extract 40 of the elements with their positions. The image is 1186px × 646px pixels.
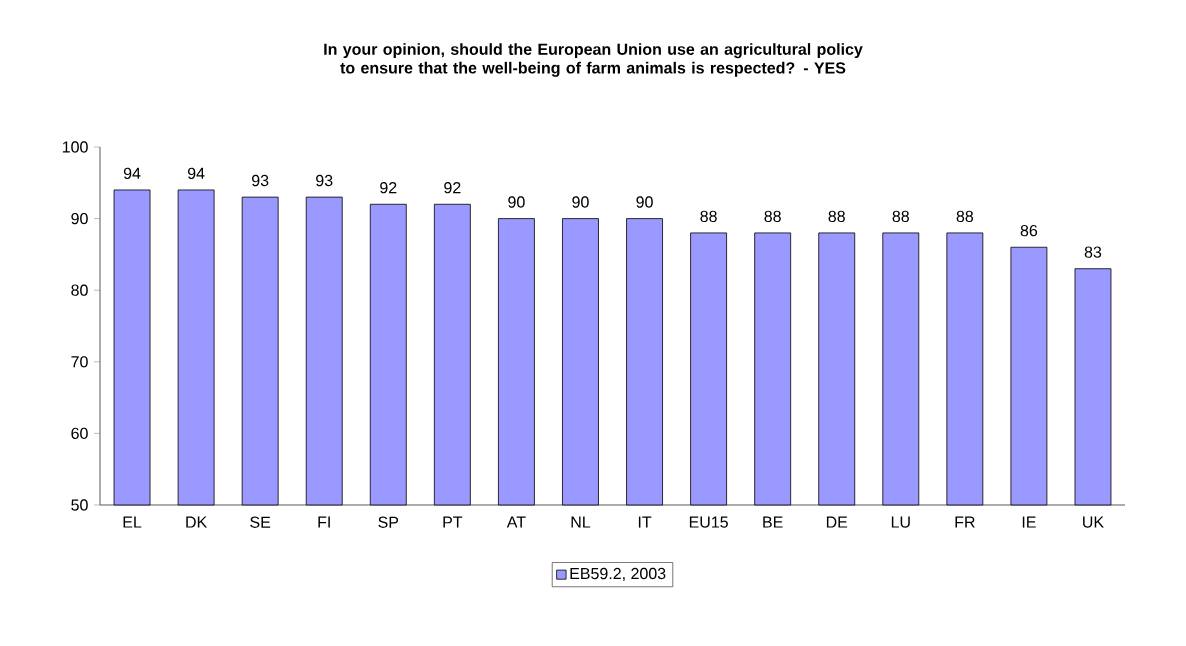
chart-title: In your opinion, should the European Union use an agricultural policy to ensure that the well-being of farm animals is respected? - YES bbox=[324, 43, 863, 77]
data-label: 83 bbox=[1084, 246, 1102, 258]
data-label: 88 bbox=[700, 210, 717, 222]
data-label: 86 bbox=[1020, 224, 1038, 237]
y-tick-label: 50 bbox=[71, 499, 88, 511]
x-tick-label: EL bbox=[123, 516, 142, 528]
data-label: 88 bbox=[764, 210, 781, 222]
x-tick-label: PT bbox=[443, 516, 463, 528]
x-tick-label: AT bbox=[506, 516, 526, 528]
x-tick-label: FR bbox=[955, 516, 975, 528]
y-tick-label: 80 bbox=[71, 284, 88, 296]
x-tick-label: FI bbox=[318, 516, 330, 528]
x-tick-label: DE bbox=[826, 516, 848, 528]
data-label: 93 bbox=[252, 174, 269, 187]
legend-label: EB59.2, 2003 bbox=[570, 567, 666, 582]
data-label: 90 bbox=[636, 196, 653, 208]
data-label: 88 bbox=[956, 210, 974, 222]
y-tick-label: 100 bbox=[62, 141, 88, 153]
x-tick-label: NL bbox=[571, 516, 591, 528]
y-tick-label: 70 bbox=[71, 356, 88, 368]
data-label: 92 bbox=[380, 182, 397, 194]
x-tick-label: BE bbox=[763, 516, 783, 528]
data-label: 94 bbox=[187, 167, 205, 180]
x-tick-label: UK bbox=[1083, 516, 1104, 528]
y-tick-label: 60 bbox=[71, 427, 88, 440]
data-label: 90 bbox=[508, 196, 525, 208]
x-tick-label: IE bbox=[1022, 516, 1036, 528]
x-tick-label: LU bbox=[891, 516, 910, 528]
x-tick-label: SP bbox=[378, 516, 399, 528]
data-label: 88 bbox=[892, 210, 909, 222]
data-label: 88 bbox=[828, 210, 845, 222]
x-tick-label: IT bbox=[638, 516, 652, 528]
data-label: 90 bbox=[572, 196, 589, 208]
data-label: 92 bbox=[444, 182, 461, 194]
data-label: 94 bbox=[123, 167, 141, 180]
y-tick-label: 90 bbox=[71, 212, 88, 225]
data-label: 93 bbox=[316, 174, 333, 187]
x-tick-label: DK bbox=[186, 516, 208, 528]
x-tick-label: EU15 bbox=[689, 516, 728, 528]
x-tick-label: SE bbox=[250, 516, 271, 528]
